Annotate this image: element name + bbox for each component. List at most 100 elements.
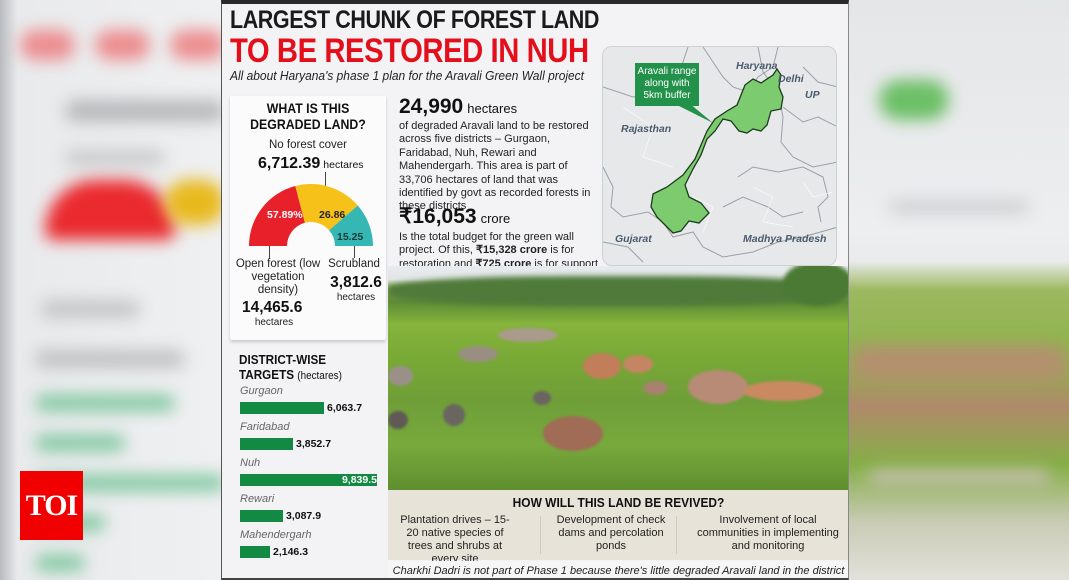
rock [458,346,498,362]
footnote: Charkhi Dadri is not part of Phase 1 bec… [388,561,848,578]
blur-shape [869,470,1049,484]
district-targets-title: DISTRICT-WISE TARGETS (hectares) [239,352,342,384]
scrubland-label: Scrubland [328,258,380,270]
blur-donut [165,180,221,225]
half-donut-chart [249,184,373,246]
map-label-rajasthan: Rajasthan [621,123,672,135]
bar-row-mahendergarh: Mahendergarh 2,146.3 [240,529,380,565]
headline-line2: TO BE RESTORED IN NUH [230,32,589,70]
title-line: TARGETS [239,367,295,382]
no-forest-slice [295,184,358,231]
blur-bar [35,555,85,571]
scrubland-value: 3,812.6 [330,274,382,291]
bar-value: 2,146.3 [273,545,309,558]
revival-item-plantation: Plantation drives – 15-20 native species… [400,514,510,565]
bar-row-faridabad: Faridabad 3,852.7 [240,421,380,457]
blur-shape [849,345,1069,380]
subheadline: All about Haryana's phase 1 plan for the… [230,68,584,83]
blur-shape [889,200,1029,214]
bar-row-gurgaon: Gurgaon 6,063.7 [240,385,380,421]
revival-item-communities: Involvement of local communities in impl… [697,514,839,552]
blur-shape [95,30,150,60]
headline-line1: LARGEST CHUNK OF FOREST LAND [230,6,599,34]
area-description: of degraded Aravali land to be restored … [399,120,591,213]
open-forest-unit: hectares [254,317,294,328]
title-line: WHAT IS THIS [266,100,350,116]
rock [543,416,603,451]
bar-label: Nuh [240,457,261,469]
treeline [388,276,848,306]
bar-value: 6,063.7 [327,401,363,414]
bar [240,401,324,414]
map-label-haryana: Haryana [736,60,778,72]
leader-line [325,172,326,186]
blur-donut [45,180,175,240]
bar-label: Faridabad [240,421,290,433]
title-line: DEGRADED LAND? [250,116,366,132]
bar-label: Rewari [240,493,275,505]
title-line: DISTRICT-WISE [239,352,327,367]
blur-shape [879,80,949,120]
aravali-range-shape [650,67,784,234]
rock [743,381,823,401]
no-forest-value: 6,712.39 hectares [258,155,364,173]
bar-value: 3,852.7 [296,437,332,450]
no-forest-pct: 26.86 [319,209,346,221]
rock [643,381,668,395]
blur-bar [35,395,175,411]
area-stat: 24,990 hectares [399,95,517,119]
rock [498,328,558,342]
rock [688,370,748,404]
blurred-background-right [849,0,1069,580]
landscape-photo [388,266,848,490]
district-bar-chart: Gurgaon 6,063.7 Faridabad 3,852.7 Nuh 9,… [240,385,380,565]
bar-value: 3,087.9 [286,509,322,522]
area-value: 24,990 [399,95,464,118]
rock [583,353,621,379]
headline: LARGEST CHUNK OF FOREST LAND TO BE RESTO… [230,6,659,70]
rock [533,391,551,405]
scrubland-unit: hectares [336,292,376,303]
map-label-delhi: Delhi [778,73,804,85]
bar [240,473,377,486]
bar [240,509,283,522]
unit: (hectares) [297,370,342,382]
toi-logo: TOI [20,471,83,540]
revival-item-check-dams: Development of check dams and percolatio… [556,514,666,552]
divider [676,516,677,554]
divider [540,516,541,554]
map-label-up: UP [805,89,820,101]
blur-shape [65,150,165,166]
leader-line [354,246,355,258]
map-label-madhya-pradesh: Madhya Pradesh [743,233,827,245]
rock [623,355,653,373]
map-callout: Aravali range along with 5km buffer [635,63,699,106]
blur-shape [65,100,221,122]
bar-value: 9,839.5 [341,473,377,486]
leader-line [269,246,270,258]
open-forest-value: 14,465.6 [242,299,303,316]
unit: hectares [323,159,364,171]
blur-shape [20,30,75,60]
value: 6,712.39 [258,155,321,172]
revival-methods: HOW WILL THIS LAND BE REVIVED? Plantatio… [388,490,848,565]
blur-shape [40,300,140,318]
map-borders [603,47,836,263]
revival-title: HOW WILL THIS LAND BE REVIVED? [512,495,725,510]
rock [388,411,408,429]
no-forest-label: No forest cover [269,139,347,151]
blur-bar [35,435,125,451]
open-forest-slice [249,186,305,246]
rock [388,366,413,386]
open-forest-pct: 57.89% [267,209,303,221]
scrubland-slice [329,205,373,246]
bar-row-nuh: Nuh 9,839.5 [240,457,380,493]
blur-shape [170,30,221,60]
area-unit: hectares [467,101,518,116]
degraded-land-title: WHAT IS THIS DEGRADED LAND? [239,100,376,132]
aravali-map: Aravali range along with 5km buffer Hary… [602,46,837,266]
budget-unit: crore [480,211,511,226]
open-forest-label: Open forest (low vegetation density) [235,258,321,296]
degraded-land-panel: WHAT IS THIS DEGRADED LAND? No forest co… [230,96,386,340]
infographic-card: LARGEST CHUNK OF FOREST LAND TO BE RESTO… [221,0,849,580]
